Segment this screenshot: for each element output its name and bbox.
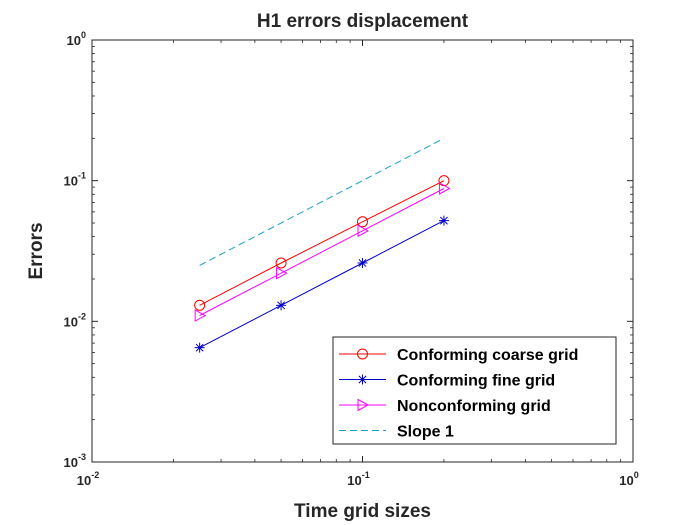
series-2-point — [276, 300, 287, 311]
series-line-3 — [199, 188, 445, 316]
series-2-point — [194, 342, 205, 353]
chart-title: H1 errors displacement — [257, 11, 469, 32]
x-tick-label: 10-1 — [347, 470, 369, 488]
series-layer — [194, 137, 451, 353]
legend-label-4: Slope 1 — [397, 424, 454, 441]
series-line-2 — [199, 220, 445, 349]
series-3-point — [357, 224, 370, 238]
y-tick-label: 100 — [67, 30, 86, 48]
series-3-point — [276, 266, 288, 280]
series-3-point — [438, 182, 451, 195]
x-tick-label: 10-2 — [77, 470, 99, 488]
plot-frame — [91, 39, 634, 463]
legend-marker-1 — [357, 348, 368, 360]
series-1-point — [275, 257, 287, 269]
series-2-point — [357, 257, 368, 268]
series-1-point — [194, 299, 206, 311]
series-2-point — [438, 215, 449, 226]
y-tick-label: 10-2 — [64, 311, 86, 329]
legend-label-1: Conforming coarse grid — [397, 347, 578, 364]
series-line-4 — [199, 137, 445, 266]
series-1-point — [357, 216, 368, 228]
legend-label-3: Nonconforming grid — [397, 398, 551, 415]
y-tick-label: 10-1 — [64, 171, 86, 189]
legend-label-2: Conforming fine grid — [397, 373, 555, 390]
series-line-1 — [199, 180, 445, 306]
y-tick-label: 10-3 — [64, 452, 86, 470]
legend-box — [332, 336, 617, 445]
series-3-point — [194, 309, 207, 322]
legend: Conforming coarse grid Conforming fine gr… — [332, 336, 617, 445]
legend-marker-2 — [357, 374, 368, 385]
legend-marker-3 — [357, 398, 370, 412]
x-tick-label: 100 — [619, 470, 638, 488]
x-axis-label: Time grid sizes — [294, 501, 431, 522]
y-axis-label: Errors — [26, 222, 47, 279]
